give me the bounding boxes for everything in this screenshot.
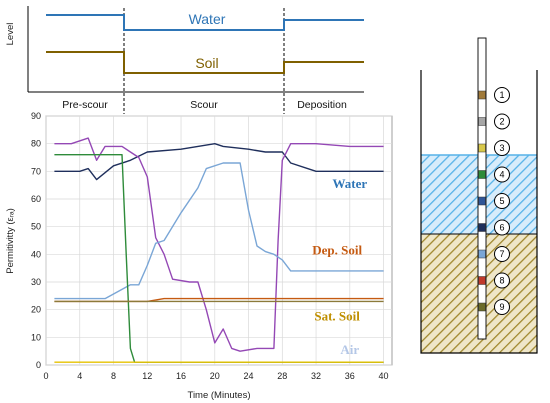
x-tick-label: 12 — [142, 371, 152, 381]
y-tick-label: 30 — [31, 277, 41, 287]
sensor-1-number: 1 — [499, 90, 504, 100]
probe-rod — [477, 37, 487, 340]
water-level-line — [46, 14, 364, 31]
level-schematic: Level Water Soil Pre-scour Scour Deposit… — [5, 6, 364, 114]
sensor-6-number: 6 — [499, 223, 504, 233]
x-tick-label: 8 — [111, 371, 116, 381]
x-tick-label: 36 — [345, 371, 355, 381]
y-tick-label: 10 — [31, 332, 41, 342]
y-tick-label: 40 — [31, 249, 41, 259]
sensor-markers: 1 2 3 4 5 6 7 8 9 — [478, 87, 510, 315]
probe-schematic: 1 2 3 4 5 6 7 8 9 — [420, 37, 538, 354]
annotation-sat-soil: Sat. Soil — [314, 309, 360, 324]
sensor-9-marker — [478, 302, 486, 312]
x-tick-label: 4 — [77, 371, 82, 381]
sensor-7-number: 7 — [499, 249, 504, 259]
sensor-2-marker — [478, 117, 486, 126]
sensor-8-badge — [494, 272, 510, 289]
series-line-2 — [54, 137, 384, 352]
x-tick-labels: 0 4 8 12 16 20 24 28 32 36 40 — [43, 371, 388, 381]
sensor-1-badge — [494, 87, 510, 103]
y-tick-label: 70 — [31, 166, 41, 176]
y-tick-labels: 0 10 20 30 40 50 60 70 80 90 — [31, 111, 41, 370]
x-tick-label: 40 — [379, 371, 389, 381]
grid — [45, 115, 392, 366]
annotation-dep-soil: Dep. Soil — [312, 242, 362, 257]
soil-level-line — [46, 51, 364, 74]
series-lines — [54, 137, 384, 363]
y-tick-label: 60 — [31, 194, 41, 204]
series-line-3 — [54, 162, 384, 300]
sensor-7-badge — [494, 246, 510, 262]
sensor-6-badge — [494, 219, 510, 236]
sensor-5-number: 5 — [499, 196, 504, 206]
y-tick-label: 90 — [31, 111, 41, 121]
sensor-3-marker — [478, 143, 486, 153]
annotation-water: Water — [332, 176, 367, 191]
sensor-4-number: 4 — [499, 170, 504, 180]
x-tick-label: 16 — [176, 371, 186, 381]
schematic-ylabel: Level — [5, 23, 16, 46]
sensor-4-badge — [494, 166, 510, 183]
series-line-1 — [54, 143, 384, 181]
sensor-9-number: 9 — [499, 302, 504, 312]
sensor-8-marker — [478, 276, 486, 285]
sensor-4-marker — [478, 170, 486, 179]
sensor-7-marker — [478, 249, 486, 259]
y-tick-label: 20 — [31, 305, 41, 315]
sensor-5-badge — [494, 193, 510, 209]
sensor-5-marker — [478, 196, 486, 206]
y-tick-label: 0 — [36, 360, 41, 370]
x-tick-label: 20 — [210, 371, 220, 381]
phase-label-scour: Scour — [190, 99, 218, 111]
sensor-3-badge — [494, 140, 510, 156]
sensor-2-badge — [494, 113, 510, 130]
y-tick-label: 50 — [31, 222, 41, 232]
sensor-3-number: 3 — [499, 143, 504, 153]
sensor-9-badge — [494, 299, 510, 315]
x-tick-label: 32 — [311, 371, 321, 381]
tank-walls — [420, 70, 538, 354]
sensor-1-marker — [478, 90, 486, 100]
y-tick-label: 80 — [31, 139, 41, 149]
schematic-soil-label: Soil — [195, 55, 218, 71]
phase-label-deposition: Deposition — [297, 99, 347, 111]
series-annotations: Water Dep. Soil Sat. Soil Air — [312, 176, 367, 357]
sensor-2-number: 2 — [499, 117, 504, 127]
y-axis-label: Permitivitty (εᵣₐ) — [5, 208, 16, 273]
x-tick-label: 24 — [244, 371, 254, 381]
x-tick-label: 0 — [43, 371, 48, 381]
annotation-air: Air — [340, 342, 359, 357]
plot-area — [45, 115, 393, 366]
schematic-water-label: Water — [189, 11, 226, 27]
sensor-8-number: 8 — [499, 276, 504, 286]
x-axis-label: Time (Minutes) — [188, 390, 251, 401]
x-tick-label: 28 — [277, 371, 287, 381]
sensor-6-marker — [478, 223, 486, 232]
phase-label-prescour: Pre-scour — [62, 99, 108, 111]
